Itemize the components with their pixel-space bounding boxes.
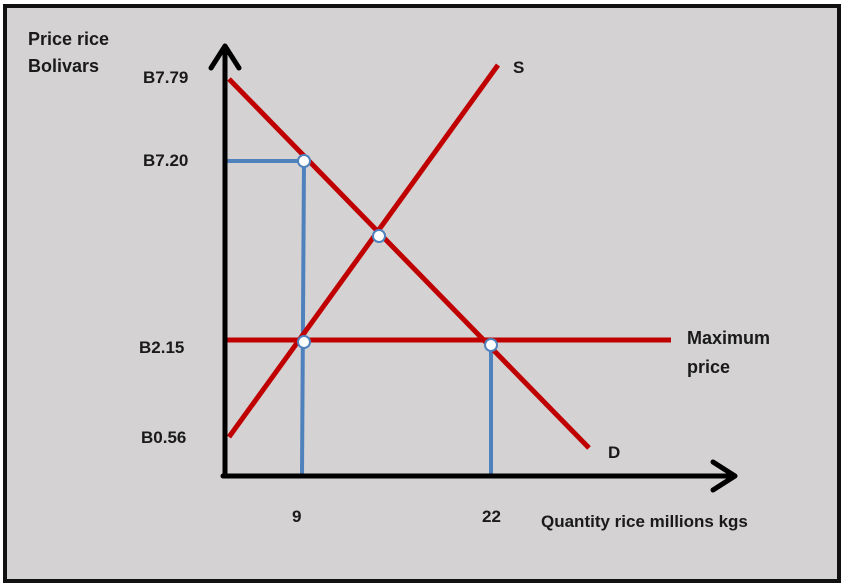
x-axis-title: Quantity rice millions kgs [541,512,748,531]
y-axis-arrowhead [208,43,242,71]
quantity-label-9: 9 [292,507,301,526]
guide-lines [227,159,493,475]
price-label-720: B7.20 [143,151,188,170]
supply-label: S [513,58,524,77]
price-label-215: B2.15 [139,338,184,357]
supply-curve [226,63,501,439]
point-demand-at-max-price [484,338,498,352]
price-label-779: B7.79 [143,68,188,87]
quantity-label-22: 22 [482,507,501,526]
point-supply-at-max-price [297,335,311,349]
axes [208,43,738,493]
demand-curve [227,77,591,450]
diagram-background [3,4,841,583]
point-demand-at-9 [297,154,311,168]
y-axis-title-line2: Bolivars [28,56,99,76]
price-label-056: B0.56 [141,428,186,447]
guide-line-quantity-9 [300,160,306,475]
points [297,154,498,352]
y-axis-title-line1: Price rice [28,29,109,49]
x-axis-arrowhead [710,459,738,493]
maximum-price-label-line1: Maximum [687,328,770,348]
demand-label: D [608,443,620,462]
point-equilibrium [372,229,386,243]
maximum-price-label-line2: price [687,357,730,377]
